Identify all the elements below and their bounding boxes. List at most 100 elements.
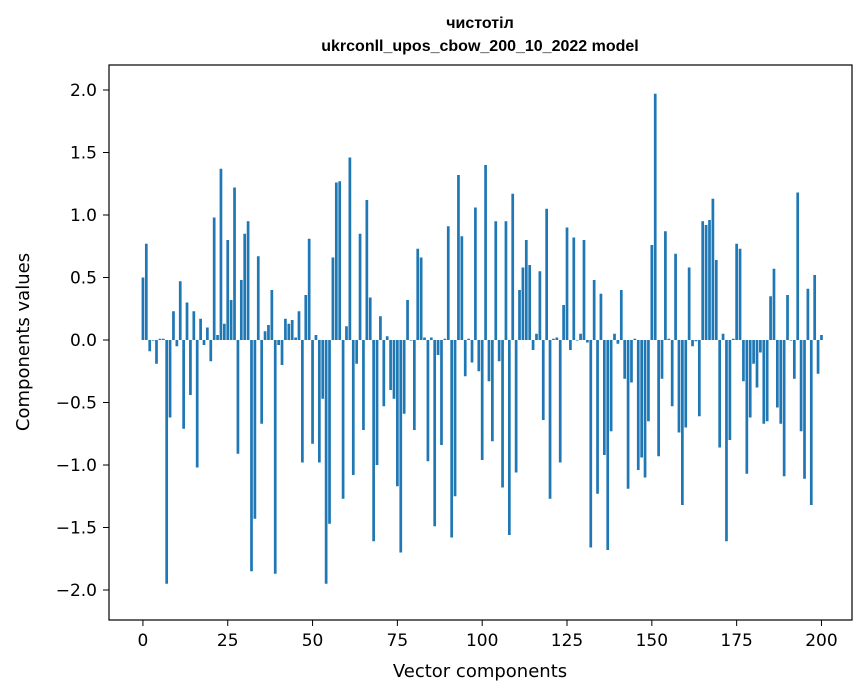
bar-24: [222, 323, 226, 340]
bar-141: [619, 290, 623, 340]
bar-164: [697, 340, 701, 417]
bar-150: [650, 245, 654, 340]
bar-143: [626, 340, 630, 489]
bar-182: [759, 340, 762, 353]
bar-116: [535, 333, 538, 340]
bar-174: [731, 338, 735, 340]
bar-172: [725, 340, 728, 542]
bar-193: [796, 192, 800, 340]
bar-47: [301, 340, 304, 463]
bar-134: [596, 340, 599, 494]
bar-28: [236, 340, 240, 454]
bar-90: [446, 226, 450, 340]
bar-148: [643, 340, 647, 478]
bar-34: [256, 256, 260, 340]
bar-200: [820, 335, 823, 340]
bar-103: [491, 340, 494, 442]
bar-144: [630, 340, 633, 383]
bar-35: [260, 340, 264, 424]
bar-179: [748, 340, 752, 418]
bar-156: [670, 340, 674, 407]
bar-130: [582, 240, 586, 340]
bar-175: [735, 243, 738, 340]
bar-42: [284, 318, 287, 340]
bar-4: [155, 340, 158, 364]
y-tick-label: 1.5: [70, 144, 97, 164]
x-tick-label: 25: [217, 631, 239, 651]
bar-197: [809, 340, 813, 505]
bar-121: [552, 338, 555, 340]
chart-title: чистотіл: [446, 15, 513, 32]
bar-38: [270, 290, 274, 340]
bar-69: [375, 340, 379, 465]
bar-9: [172, 311, 175, 340]
x-tick-label: 150: [636, 631, 668, 651]
bar-79: [409, 340, 413, 341]
bar-18: [202, 340, 206, 345]
bar-153: [660, 340, 664, 379]
bar-13: [185, 302, 189, 340]
bar-166: [704, 225, 708, 340]
bar-122: [555, 337, 559, 340]
bar-196: [806, 288, 810, 340]
bar-92: [453, 340, 457, 497]
bar-52: [317, 340, 321, 463]
bar-78: [406, 300, 409, 340]
bar-178: [745, 340, 749, 474]
bar-77: [402, 340, 406, 414]
bar-98: [474, 207, 477, 340]
bar-91: [450, 340, 454, 538]
bar-146: [636, 340, 640, 470]
bar-43: [287, 323, 291, 340]
y-tick-label: −1.0: [56, 456, 97, 476]
bar-37: [267, 325, 270, 340]
plot-frame: [108, 64, 853, 621]
bar-186: [772, 268, 776, 340]
y-tick-label: −0.5: [56, 394, 97, 414]
bar-160: [684, 340, 688, 428]
bar-12: [182, 340, 185, 429]
bar-20: [209, 340, 213, 362]
bar-162: [691, 340, 694, 347]
bar-21: [212, 217, 216, 340]
bar-53: [321, 340, 325, 399]
bar-56: [331, 257, 335, 340]
bar-60: [345, 326, 348, 340]
bar-176: [738, 248, 742, 340]
bar-54: [324, 340, 328, 584]
bar-119: [545, 208, 549, 340]
bar-0: [141, 277, 145, 340]
bar-97: [470, 340, 474, 363]
y-tick-label: −2.0: [56, 581, 97, 601]
bar-188: [779, 340, 783, 424]
bar-142: [623, 340, 627, 379]
bar-88: [440, 340, 443, 445]
bar-107: [504, 221, 508, 340]
bar-51: [314, 335, 318, 340]
bar-109: [511, 193, 515, 340]
bar-25: [226, 240, 230, 340]
bar-168: [711, 198, 715, 340]
x-tick-label: 0: [138, 631, 149, 651]
bar-76: [399, 340, 403, 553]
bar-185: [769, 296, 772, 340]
bar-89: [443, 338, 447, 340]
bar-10: [175, 340, 179, 347]
bar-40: [277, 340, 280, 345]
x-tick-label: 100: [466, 631, 498, 651]
bar-26: [229, 300, 233, 340]
bar-62: [351, 340, 355, 475]
bar-50: [311, 340, 314, 444]
bar-73: [389, 340, 392, 390]
bar-11: [178, 281, 182, 340]
x-tick-label: 125: [551, 631, 583, 651]
bar-70: [379, 316, 382, 340]
bar-67: [368, 297, 372, 340]
bar-177: [742, 340, 745, 382]
bar-171: [721, 333, 725, 340]
bar-194: [799, 340, 803, 432]
bar-158: [677, 340, 681, 433]
bar-45: [294, 337, 297, 340]
bar-80: [412, 340, 416, 430]
x-axis-label: Vector components: [393, 661, 567, 682]
